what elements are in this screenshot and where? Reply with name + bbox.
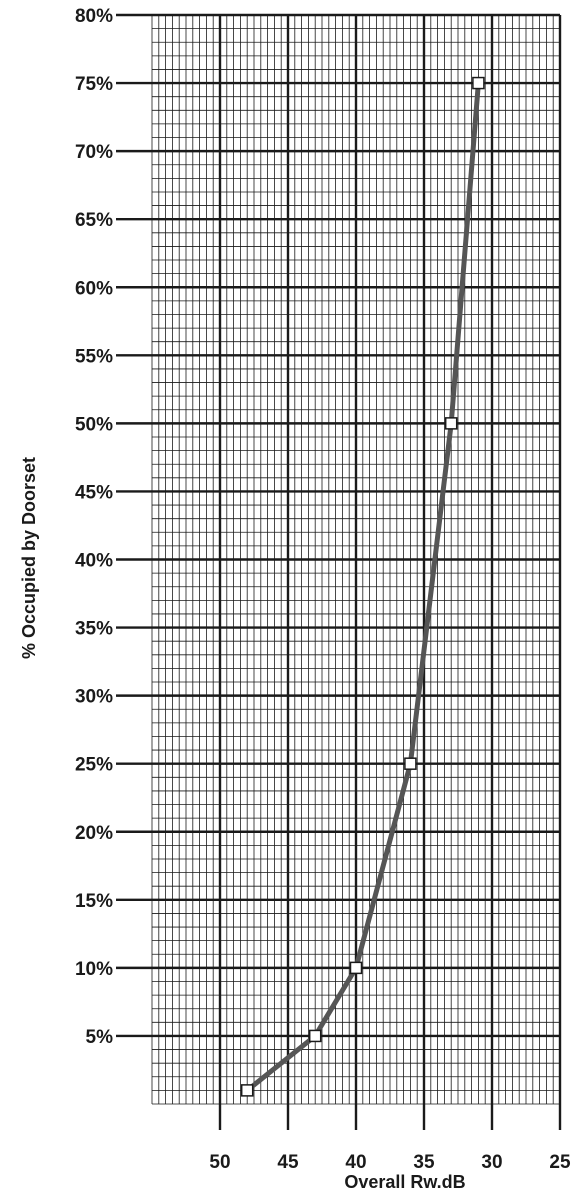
y-tick-label: 40% xyxy=(75,551,113,572)
y-tick-label: 50% xyxy=(75,414,113,435)
x-tick-label: 50 xyxy=(209,1152,230,1173)
y-tick-label: 15% xyxy=(75,891,113,912)
y-axis-ticks: 5% 10% 15% 20% 25% 30% 35% 40% 45% 50% 55% 60% 65% 70… xyxy=(75,6,113,1048)
x-tick-label: 25 xyxy=(549,1152,571,1173)
x-axis-ticks: 50 45 40 35 30 25 xyxy=(209,1152,571,1173)
y-tick-label: 20% xyxy=(75,823,113,844)
y-tick-label: 5% xyxy=(86,1027,114,1048)
x-axis-title: Overall Rw.dB xyxy=(344,1172,465,1192)
y-tick-label: 60% xyxy=(75,278,113,299)
x-tick-label: 30 xyxy=(481,1152,502,1173)
series-line xyxy=(244,80,481,1093)
x-tick-label: 35 xyxy=(413,1152,435,1173)
y-tick-label: 45% xyxy=(75,482,113,503)
data-point-marker xyxy=(349,961,363,975)
data-point-marker xyxy=(308,1029,322,1043)
y-tick-label: 80% xyxy=(75,6,113,27)
data-point-marker xyxy=(404,757,417,770)
y-tick-label: 25% xyxy=(75,755,113,776)
x-tick-label: 40 xyxy=(345,1152,366,1173)
y-tick-label: 10% xyxy=(75,959,113,980)
x-tick-label: 45 xyxy=(277,1152,299,1173)
data-point-marker xyxy=(444,417,458,430)
series xyxy=(240,76,485,1097)
data-point-marker xyxy=(472,76,485,90)
y-tick-label: 65% xyxy=(75,210,113,231)
y-tick-label: 75% xyxy=(75,74,113,95)
y-tick-label: 70% xyxy=(75,142,113,163)
y-tick-label: 35% xyxy=(75,619,113,640)
major-grid xyxy=(116,13,562,1130)
y-axis-title: % Occupied by Doorset xyxy=(19,457,39,659)
y-tick-label: 30% xyxy=(75,687,113,708)
data-point-marker xyxy=(240,1084,254,1097)
y-tick-label: 55% xyxy=(75,346,113,367)
